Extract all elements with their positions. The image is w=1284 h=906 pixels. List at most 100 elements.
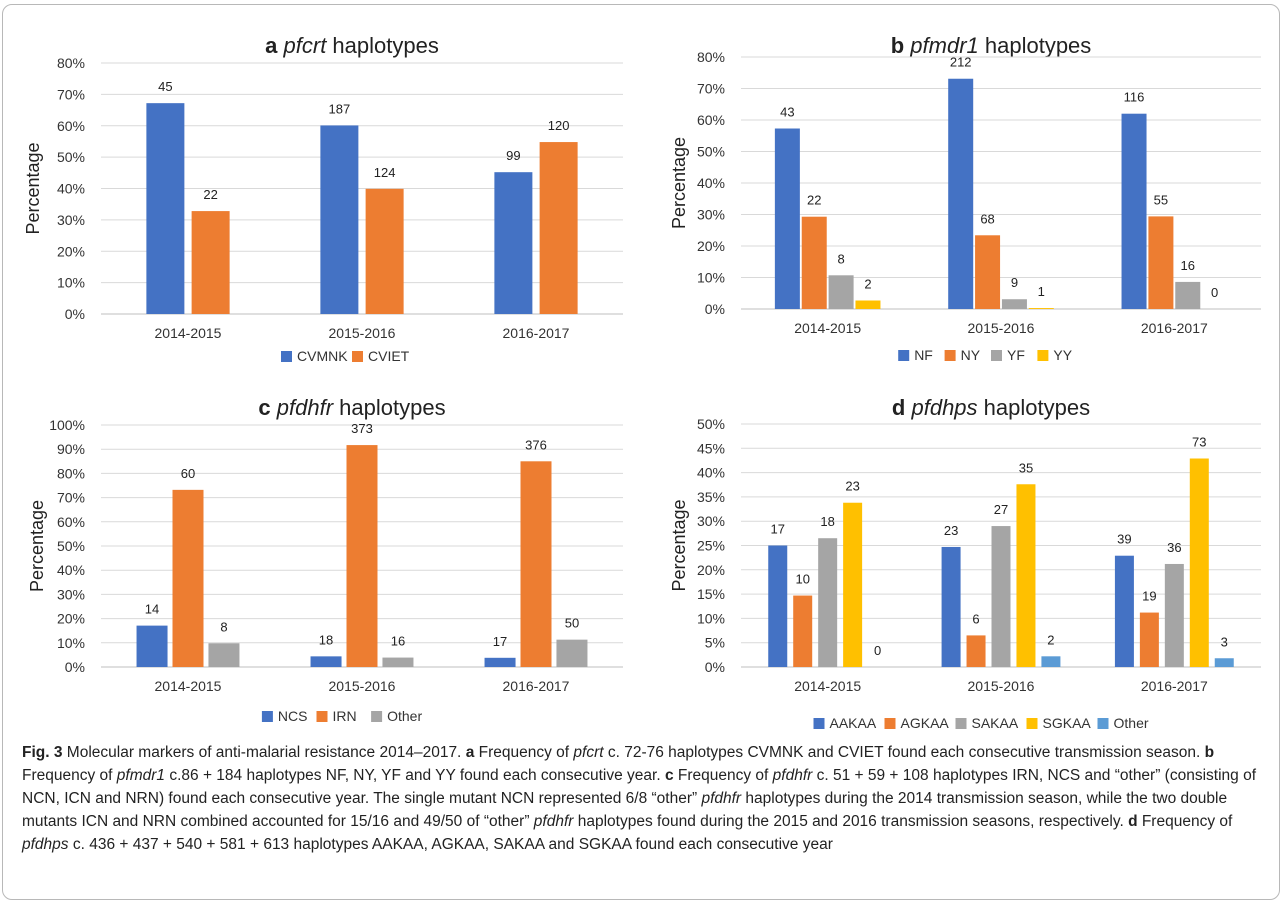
x-tick-label: 2014-2015 bbox=[155, 678, 222, 694]
data-label: 1 bbox=[1038, 284, 1045, 299]
caption-segment: c. 72-76 haplotypes CVMNK and CVIET foun… bbox=[603, 744, 1205, 761]
y-tick-label: 30% bbox=[697, 513, 725, 529]
y-tick-label: 60% bbox=[57, 514, 85, 530]
y-tick-label: 15% bbox=[697, 586, 725, 602]
figure-caption: Fig. 3 Molecular markers of anti-malaria… bbox=[22, 741, 1262, 856]
gene-name: pfdhps bbox=[910, 395, 977, 420]
bar-other-2016-2017 bbox=[556, 639, 588, 667]
data-label: 10 bbox=[795, 572, 809, 587]
x-tick-label: 2016-2017 bbox=[503, 325, 570, 341]
legend-swatch bbox=[813, 718, 825, 729]
y-tick-label: 0% bbox=[705, 659, 725, 675]
y-tick-label: 5% bbox=[705, 635, 725, 651]
data-label: 43 bbox=[780, 105, 794, 120]
data-label: 6 bbox=[972, 611, 979, 626]
caption-segment: c. 51 + 59 + 108 haplotypes IRN, NCS and… bbox=[22, 767, 1257, 807]
y-axis-label: Percentage bbox=[27, 500, 47, 592]
caption-segment: Frequency of bbox=[22, 767, 117, 784]
bar-yf-2015-2016 bbox=[1001, 299, 1027, 309]
legend-label: Other bbox=[1114, 715, 1149, 731]
caption-segment: pfdhfr bbox=[701, 790, 742, 807]
x-tick-label: 2015-2016 bbox=[968, 320, 1035, 336]
legend-swatch bbox=[352, 351, 363, 362]
data-label: 14 bbox=[145, 602, 159, 617]
data-label: 116 bbox=[1124, 90, 1145, 105]
panel-letter: c bbox=[258, 395, 270, 420]
bar-agkaa-2015-2016 bbox=[966, 635, 986, 667]
caption-segment: pfmdr1 bbox=[116, 767, 166, 784]
caption-segment: Frequency of bbox=[673, 767, 773, 784]
caption-segment: c. 436 + 437 + 540 + 581 + 613 haplotype… bbox=[68, 836, 833, 853]
bar-yf-2014-2015 bbox=[828, 275, 854, 309]
bar-sgkaa-2015-2016 bbox=[1016, 484, 1036, 667]
data-label: 39 bbox=[1117, 532, 1131, 547]
bar-cvmnk-2016-2017 bbox=[494, 172, 533, 314]
y-tick-label: 20% bbox=[697, 238, 725, 254]
gene-name: pfcrt bbox=[283, 33, 328, 58]
y-axis-label: Percentage bbox=[669, 137, 689, 229]
bar-agkaa-2016-2017 bbox=[1139, 612, 1159, 667]
data-label: 187 bbox=[329, 101, 351, 116]
chart-title: c pfdhfr haplotypes bbox=[258, 395, 445, 420]
bar-yy-2014-2015 bbox=[855, 300, 881, 309]
caption-segment: haplotypes found during the 2015 and 201… bbox=[573, 813, 1129, 830]
bar-other-2015-2016 bbox=[1041, 656, 1061, 667]
data-label: 18 bbox=[319, 632, 333, 647]
title-suffix: haplotypes bbox=[326, 33, 439, 58]
legend-label: CVIET bbox=[368, 348, 410, 364]
y-tick-label: 0% bbox=[705, 301, 725, 317]
y-tick-label: 45% bbox=[697, 440, 725, 456]
legend-swatch bbox=[371, 711, 383, 722]
legend-swatch bbox=[1097, 718, 1109, 729]
gene-name: pfdhfr bbox=[276, 395, 335, 420]
bar-ny-2015-2016 bbox=[975, 235, 1001, 309]
y-tick-label: 0% bbox=[65, 659, 85, 675]
legend-swatch bbox=[898, 350, 910, 361]
data-label: 373 bbox=[351, 421, 373, 436]
x-tick-label: 2015-2016 bbox=[329, 325, 396, 341]
y-tick-label: 20% bbox=[57, 611, 85, 627]
caption-segment: d bbox=[1128, 813, 1138, 830]
bar-cvmnk-2015-2016 bbox=[320, 125, 359, 314]
caption-fig-label: Fig. 3 bbox=[22, 744, 63, 761]
bar-irn-2014-2015 bbox=[172, 489, 204, 667]
legend-label: YF bbox=[1007, 347, 1025, 363]
bar-cviet-2014-2015 bbox=[191, 211, 230, 314]
bar-aakaa-2014-2015 bbox=[768, 545, 788, 667]
bar-irn-2015-2016 bbox=[346, 445, 378, 667]
legend-label: AGKAA bbox=[901, 715, 950, 731]
gene-name: pfmdr1 bbox=[909, 33, 978, 58]
caption-body: Molecular markers of anti-malarial resis… bbox=[22, 744, 1256, 853]
legend-label: IRN bbox=[333, 708, 357, 724]
data-label: 60 bbox=[181, 466, 195, 481]
legend-swatch bbox=[261, 711, 273, 722]
chart-b-pfmdr1: b pfmdr1 haplotypes 0% 10% 20% 30% 40% 50% 60% 7… bbox=[669, 33, 1261, 363]
bar-yf-2016-2017 bbox=[1175, 281, 1201, 309]
y-tick-label: 50% bbox=[697, 144, 725, 160]
caption-segment: Frequency of bbox=[1137, 813, 1233, 830]
bar-nf-2016-2017 bbox=[1121, 113, 1147, 309]
bar-sakaa-2014-2015 bbox=[818, 538, 838, 667]
y-tick-label: 35% bbox=[697, 489, 725, 505]
bar-other-2015-2016 bbox=[382, 657, 414, 667]
bar-aakaa-2015-2016 bbox=[941, 546, 961, 667]
legend-swatch bbox=[944, 350, 956, 361]
data-label: 50 bbox=[565, 616, 579, 631]
data-label: 68 bbox=[980, 211, 994, 226]
bar-ncs-2015-2016 bbox=[310, 656, 342, 667]
legend-swatch bbox=[991, 350, 1002, 361]
legend-swatch bbox=[316, 711, 328, 722]
bar-sgkaa-2016-2017 bbox=[1189, 458, 1209, 667]
bar-irn-2016-2017 bbox=[520, 461, 552, 667]
y-tick-label: 30% bbox=[57, 586, 85, 602]
caption-segment: pfdhfr bbox=[533, 813, 574, 830]
data-label: 55 bbox=[1154, 192, 1168, 207]
data-label: 212 bbox=[950, 55, 972, 70]
y-tick-label: 50% bbox=[697, 416, 725, 432]
y-tick-label: 90% bbox=[57, 441, 85, 457]
chart-a-pfcrt: a pfcrt haplotypes 0% 10% 20% 30% 40% 50% 60% 70… bbox=[23, 33, 623, 364]
bar-ncs-2014-2015 bbox=[136, 625, 168, 667]
caption-segment: c.86 + 184 haplotypes NF, NY, YF and YY … bbox=[165, 767, 665, 784]
bar-cviet-2016-2017 bbox=[539, 142, 578, 314]
bar-sakaa-2016-2017 bbox=[1164, 563, 1184, 667]
